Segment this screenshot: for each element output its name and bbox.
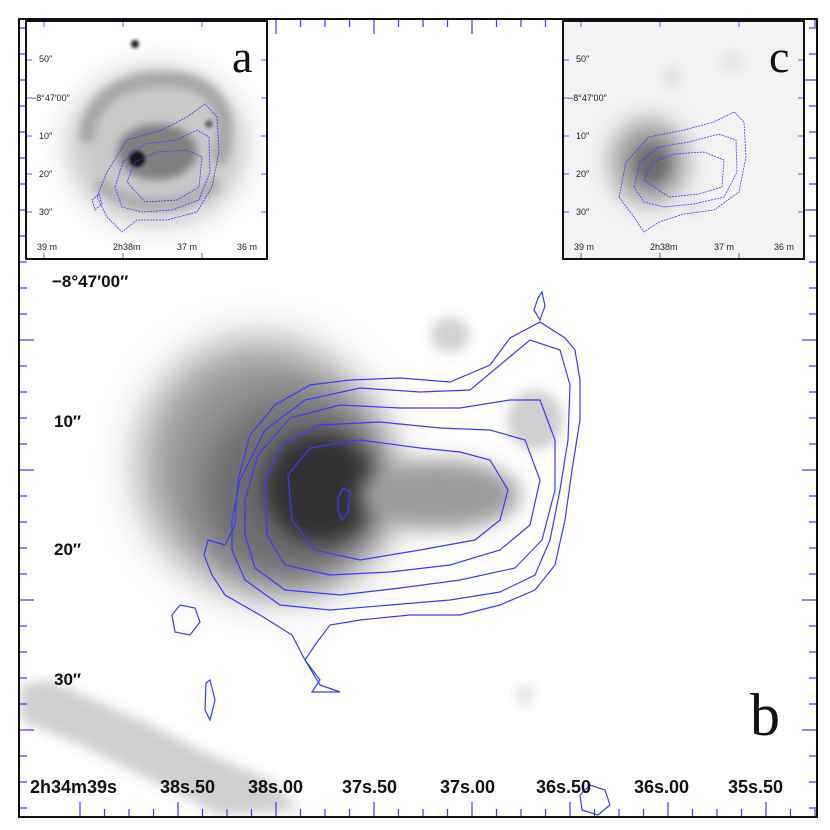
main-y-tick-label: −8°47′00″	[52, 272, 129, 291]
inset-a-tick-marks	[27, 22, 266, 258]
inset-c-y-tick-label: 10″	[576, 131, 590, 141]
main-x-tick-label: 35s.50	[728, 777, 784, 797]
inset-c-x-tick-label: 36 m	[774, 242, 795, 252]
inset-a-y-tick-label: 30″	[39, 207, 53, 217]
inset-panel-c: 50″ −8°47′00″ 10″ 20″ 30″ 39 m 2h38m 37 …	[562, 20, 805, 260]
galaxy-emission	[140, 317, 563, 705]
inset-a-y-tick-label: 20″	[39, 169, 53, 179]
inset-c-x-tick-label: 2h38m	[650, 242, 678, 252]
inset-a-x-tick-label: 39 m	[37, 242, 58, 252]
main-x-tick-label: 38s.00	[248, 777, 304, 797]
inset-c-y-tick-label: 50″	[576, 54, 590, 64]
panel-letter-c: c	[769, 31, 790, 82]
inset-a-x-tick-label: 37 m	[177, 242, 198, 252]
main-y-tick-label: 20″	[54, 540, 82, 559]
panel-letter-a: a	[232, 31, 253, 82]
galaxy-emission-inset	[611, 53, 742, 215]
main-x-tick-label: 37s.00	[440, 777, 496, 797]
inset-a-y-tick-label: 50″	[39, 54, 53, 64]
inset-c-x-tick-label: 39 m	[574, 242, 595, 252]
main-x-tick-label: 37s.50	[342, 777, 398, 797]
foreground-streak	[20, 680, 300, 815]
main-x-tick-label: 2h34m39s	[30, 777, 118, 797]
inset-c-tick-marks	[564, 22, 803, 258]
inset-panel-a: 50″ −8°47′00″ 10″ 20″ 30″ 39 m 2h38m 37 …	[25, 20, 268, 260]
inset-c-y-tick-label: 20″	[576, 169, 590, 179]
inset-a-contours	[91, 103, 220, 233]
main-x-tick-label: 38s.50	[160, 777, 216, 797]
inset-c-image	[564, 22, 803, 258]
inset-a-y-tick-label: 10″	[39, 131, 53, 141]
inset-a-x-tick-label: 2h38m	[113, 242, 141, 252]
inset-a-y-tick-label: −8°47′00″	[31, 93, 70, 103]
main-x-tick-label: 36s.00	[634, 777, 690, 797]
inset-a-image	[27, 22, 266, 258]
inset-c-x-tick-label: 37 m	[714, 242, 735, 252]
radio-contours	[171, 290, 611, 816]
main-y-tick-label: 10″	[54, 412, 82, 431]
inset-a-x-tick-label: 36 m	[237, 242, 258, 252]
spiral-galaxy	[67, 40, 247, 227]
main-x-tick-label: 36s.50	[536, 777, 592, 797]
inset-c-y-tick-label: 30″	[576, 207, 590, 217]
inset-c-contours	[618, 111, 747, 233]
panel-letter-b: b	[750, 682, 780, 748]
inset-c-y-tick-label: −8°47′00″	[568, 93, 607, 103]
main-y-tick-label: 30″	[54, 670, 82, 689]
